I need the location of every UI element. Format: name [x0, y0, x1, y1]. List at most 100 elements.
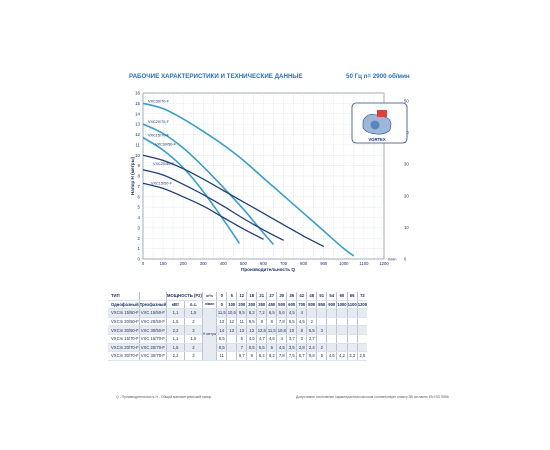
y-tick-label: 13: [135, 122, 140, 127]
flow-lmin-cell: 200: [236, 300, 247, 310]
series-line: [142, 123, 275, 246]
head-value-cell: [316, 334, 327, 344]
head-value-cell: 11: [216, 351, 227, 361]
series-line: [142, 102, 355, 257]
head-value-cell: 6,5: [266, 308, 277, 318]
table-subheader-row: Однофазный Трехфазный кВт л.с. л/мин 0 1…: [108, 300, 368, 310]
series-label: VXC30/50-F: [155, 142, 177, 146]
model-three-phase: VXC 20/70-F: [138, 343, 167, 353]
model-single-phase: VXCm 30/70-F: [108, 351, 140, 361]
flow-m3h-cell: 12: [236, 292, 247, 301]
head-unit-label: Н метры: [201, 308, 217, 361]
head-value-cell: 8,4: [256, 351, 267, 361]
y-tick-label: 11: [135, 142, 140, 147]
x-tick-label: 1100: [359, 261, 369, 266]
head-value-cell: 7,8: [276, 317, 287, 327]
head-value-cell: 2,8: [296, 343, 307, 353]
y-tick-label: 15: [135, 101, 140, 106]
type-header: ТИП: [108, 292, 140, 301]
y-tick-label: 4: [138, 215, 141, 220]
y2-tick-label: 20: [404, 193, 409, 198]
head-value-cell: 13: [236, 325, 247, 335]
y-tick-label: 7: [138, 184, 141, 189]
power-hp: 3: [183, 351, 203, 361]
head-value-cell: 4,2: [336, 351, 348, 361]
head-value-cell: 3,3: [346, 351, 358, 361]
head-value-cell: [356, 317, 368, 327]
head-value-cell: 2: [316, 343, 327, 353]
flow-m3h-cell: 6: [226, 292, 237, 301]
head-value-cell: [226, 334, 237, 344]
hp-header: л.с.: [183, 300, 203, 310]
head-value-cell: 7: [236, 343, 247, 353]
head-value-cell: 4,5: [296, 317, 307, 327]
flow-lmin-cell: 1100: [346, 300, 358, 310]
head-value-cell: [226, 343, 237, 353]
head-value-cell: [346, 343, 358, 353]
model-single-phase: VXCm 15/70-F: [108, 334, 140, 344]
y2-tick-label: 10: [404, 225, 409, 230]
x-tick-label: 100: [160, 261, 168, 266]
flow-m3h-cell: 66: [346, 292, 358, 301]
y-tick-label: 8: [138, 174, 141, 179]
impeller-icon: [370, 120, 380, 130]
head-value-cell: 7,2: [256, 308, 267, 318]
x-tick-label: 300: [200, 261, 208, 266]
model-three-phase: VXC 30/70-F: [138, 351, 167, 361]
y2-tick-label: 0: [404, 257, 407, 262]
y-tick-label: 16: [135, 91, 140, 96]
head-value-cell: 4,6: [266, 334, 277, 344]
head-value-cell: 13: [246, 325, 257, 335]
flow-m3h-cell: 18: [246, 292, 257, 301]
head-value-cell: 5: [316, 351, 327, 361]
x-tick-label: 200: [180, 261, 188, 266]
model-single-phase: VXCm 30/50-F: [108, 325, 140, 335]
flow-m3h-cell: 36: [286, 292, 297, 301]
chart-grid: [142, 92, 385, 260]
flow-m3h-cell: 54: [326, 292, 337, 301]
head-value-cell: 2,5: [356, 351, 368, 361]
flow-lmin-cell: 500: [276, 300, 287, 310]
model-single-phase: VXCm 20/70-F: [108, 343, 140, 353]
head-value-cell: 3: [316, 325, 327, 335]
flow-m3h-cell: 21: [256, 292, 267, 301]
chart-series: [142, 102, 355, 257]
model-three-phase: VXC 15/50-F: [138, 308, 167, 318]
x-tick-label: 1000: [339, 261, 349, 266]
y-tick-label: 10: [135, 153, 140, 158]
series-line: [142, 182, 264, 240]
table-header-row: ТИП МОЩНОСТЬ (P2) м³/ч 0 6 12 18 21 27 3…: [108, 292, 368, 301]
power-kw: 1,5: [166, 343, 185, 353]
flow-lmin-cell: 800: [306, 300, 317, 310]
series-label: VXC15/50-F: [151, 181, 173, 185]
flow-lmin-cell: 100: [226, 300, 237, 310]
table-row: VXCm 30/50-F VXC 30/50-F 2,2 3 14 13 13 13 12,5 1…: [108, 325, 368, 335]
power-hp: 3: [183, 325, 203, 335]
head-value-cell: [356, 308, 368, 318]
head-value-cell: 5,6: [276, 308, 287, 318]
y-tick-label: 3: [138, 225, 141, 230]
head-value-cell: [326, 334, 337, 344]
power-hp: 2: [183, 317, 203, 327]
chart-labels: VXC30/70-F VXC20/70-F VXC15/70-F VXC30/50-F…: [148, 99, 177, 185]
head-value-cell: 13: [226, 325, 237, 335]
head-value-cell: [316, 308, 327, 318]
series-line: [142, 136, 241, 244]
head-value-cell: 4,7: [256, 334, 267, 344]
series-label: VXC20/50-F: [153, 162, 175, 166]
flow-lmin-cell: 350: [256, 300, 267, 310]
head-value-cell: [336, 308, 348, 318]
head-value-cell: [336, 334, 348, 344]
page-title: РАБОЧИЕ ХАРАКТЕРИСТИКИ И ТЕХНИЧЕСКИЕ ДАН…: [129, 73, 303, 80]
head-value-cell: 5,5: [256, 343, 267, 353]
head-value-cell: 3: [296, 334, 307, 344]
head-value-cell: [326, 325, 337, 335]
head-value-cell: [326, 308, 337, 318]
x-tick-label: 400: [220, 261, 228, 266]
head-value-cell: [306, 308, 317, 318]
x-tick-label: 800: [300, 261, 308, 266]
power-kw: 1,5: [166, 317, 185, 327]
head-value-cell: 9: [256, 317, 267, 327]
flow-lmin-cell: 0: [216, 300, 227, 310]
